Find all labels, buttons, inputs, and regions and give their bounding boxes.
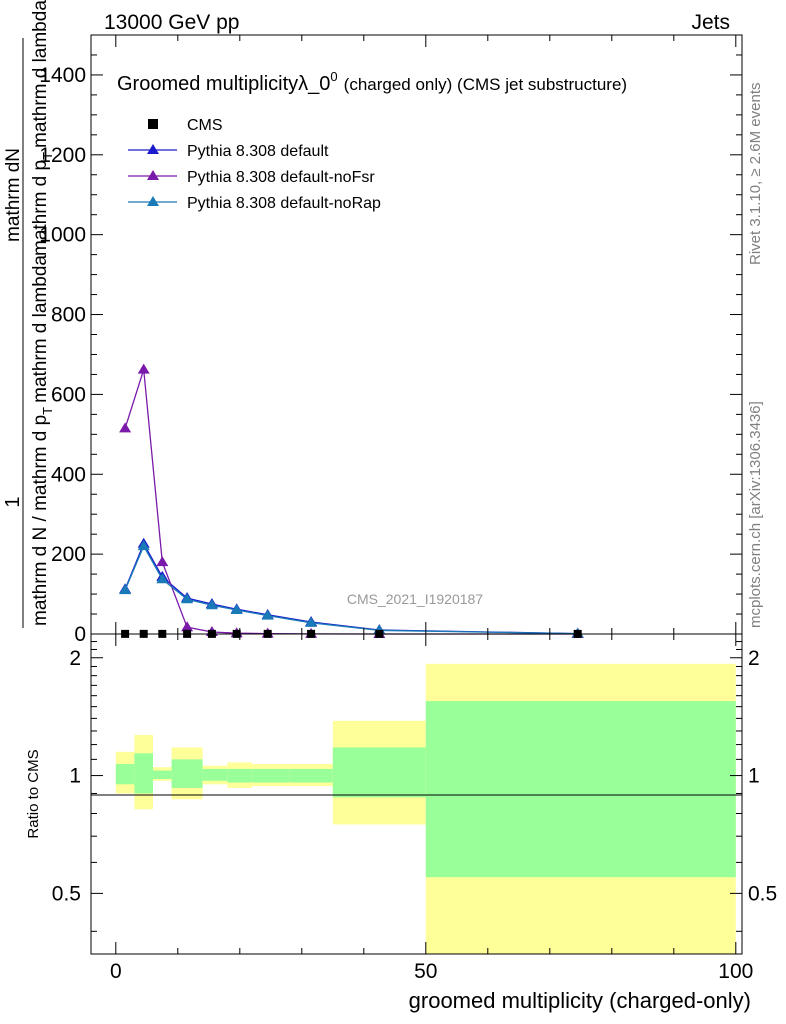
series-line-default (124, 542, 578, 635)
ratio-band-green (115, 764, 135, 785)
ratio-band-green (153, 770, 172, 779)
ratio-bands (115, 663, 736, 954)
y-label-inner-denominator-main: mathrm d p (30, 160, 51, 256)
series-point-norap (181, 593, 194, 604)
y-tick-label: 1200 (39, 144, 86, 167)
legend-marker-nofsr (147, 170, 159, 180)
ratio-band-green (425, 701, 736, 878)
x-axis-label: groomed multiplicity (charged-only) (409, 988, 751, 1013)
mcplots-label: mcplots.cern.ch [arXiv:1306.3436] (747, 401, 764, 628)
ratio-band-green (202, 768, 228, 781)
series-point-norap (119, 584, 132, 595)
y-tick-label: 0 (74, 623, 86, 646)
x-tick-label: 0 (110, 960, 122, 983)
legend-label-cms: CMS (187, 117, 223, 134)
series-point-norap (305, 616, 318, 627)
y-label-inner-denominator-tail: mathrm d lambda (30, 0, 51, 148)
series-point-nofsr (119, 422, 132, 433)
series-line-norap (124, 544, 578, 635)
rivet-version-label: Rivet 3.1.10, ≥ 2.6M events (747, 83, 764, 266)
legend-marker-default (147, 144, 159, 154)
analysis-watermark: CMS_2021_I1920187 (347, 591, 483, 607)
ratio-tick-label: 1 (69, 765, 81, 788)
x-tick-label: 100 (718, 960, 753, 983)
header-category-label: Jets (691, 11, 730, 34)
chart-title-superscript: 0 (330, 69, 337, 84)
series-point-nofsr (137, 363, 150, 374)
y-tick-label: 600 (51, 383, 86, 406)
series-point-norap (261, 609, 274, 620)
y-label-denominator-tail: mathrm d lambda (30, 255, 51, 403)
chart-title-suffix: (charged only) (CMS jet substructure) (344, 75, 627, 94)
ratio-tick-label-right: 0.5 (748, 882, 777, 905)
legend-marker-norap (147, 196, 159, 206)
y-label-inner-denominator: mathrm d pTmathrm d lambda (30, 0, 55, 256)
y-tick-label: 400 (51, 463, 86, 486)
chart-title-main: Groomed multiplicityλ_0 (117, 73, 330, 95)
y-tick-label: 1000 (39, 224, 86, 247)
ratio-band-green (227, 768, 253, 783)
y-label-inner-numerator: mathrm dN (3, 148, 24, 242)
y-label-inner-denominator-sub: T (40, 152, 55, 160)
series-point-nofsr (181, 621, 194, 632)
main-y-axis-label: 1 mathrm d N / mathrm d pTmathrm d lambd… (2, 0, 55, 628)
ratio-band-green (289, 768, 333, 783)
legend: CMS Pythia 8.308 default Pythia 8.308 de… (128, 117, 381, 212)
series-point-norap (156, 573, 169, 584)
header-collision-label: 13000 GeV pp (104, 11, 239, 34)
legend-marker-cms (148, 119, 158, 129)
legend-label-nofsr: Pythia 8.308 default-noFsr (187, 169, 375, 186)
series-point-norap (230, 604, 243, 615)
legend-label-default: Pythia 8.308 default (187, 143, 329, 160)
ratio-band-green (134, 753, 153, 794)
ratio-tick-label: 0.5 (52, 882, 81, 905)
ratio-tick-label-right: 1 (748, 765, 760, 788)
y-label-denominator-sub: T (40, 407, 55, 415)
ratio-band-green (171, 759, 203, 788)
ratio-band-green (332, 747, 426, 798)
ratio-tick-label-right: 2 (748, 647, 760, 670)
series-point-norap (137, 540, 150, 551)
y-tick-label: 1400 (39, 64, 86, 87)
ratio-band-green (252, 768, 290, 783)
ratio-plot-frame (90, 633, 743, 955)
series-point-nofsr (156, 556, 169, 567)
y-label-denominator: mathrm d N / mathrm d pTmathrm d lambda (30, 255, 55, 626)
x-tick-label: 50 (414, 960, 437, 983)
ratio-tick-label: 2 (69, 647, 81, 670)
y-tick-label: 800 (51, 304, 86, 327)
chart-title: Groomed multiplicityλ_00 (charged only) (… (117, 69, 627, 95)
ratio-y-axis-label: Ratio to CMS (25, 749, 42, 838)
y-label-numerator: 1 (2, 496, 24, 507)
legend-label-norap: Pythia 8.308 default-noRap (187, 195, 381, 212)
axis-ticks: 0 200 400 600 800 1000 1200 1400 0 50 100 0.5 0.5 1 1 2… (39, 35, 777, 983)
y-tick-label: 200 (51, 543, 86, 566)
y-label-denominator-main: mathrm d N / mathrm d p (30, 415, 51, 626)
series-point-norap (205, 599, 218, 610)
